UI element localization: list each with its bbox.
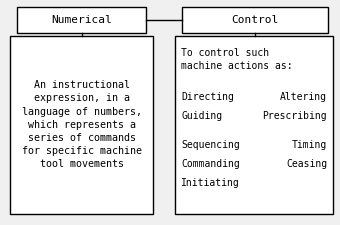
Text: Timing: Timing [292, 140, 327, 150]
Text: Commanding: Commanding [181, 159, 240, 169]
Text: Initiating: Initiating [181, 178, 240, 188]
Text: Numerical: Numerical [51, 15, 112, 25]
Text: Directing: Directing [181, 92, 234, 102]
Text: Ceasing: Ceasing [286, 159, 327, 169]
Text: Guiding: Guiding [181, 111, 222, 121]
FancyBboxPatch shape [17, 7, 146, 33]
FancyBboxPatch shape [175, 36, 333, 214]
FancyBboxPatch shape [182, 7, 328, 33]
FancyBboxPatch shape [10, 36, 153, 214]
Text: Prescribing: Prescribing [262, 111, 327, 121]
Text: An instructional
expression, in a
language of numbers,
which represents a
series: An instructional expression, in a langua… [22, 80, 141, 169]
Text: Sequencing: Sequencing [181, 140, 240, 150]
Text: Control: Control [232, 15, 278, 25]
Text: Altering: Altering [280, 92, 327, 102]
Text: To control such
machine actions as:: To control such machine actions as: [181, 48, 293, 71]
